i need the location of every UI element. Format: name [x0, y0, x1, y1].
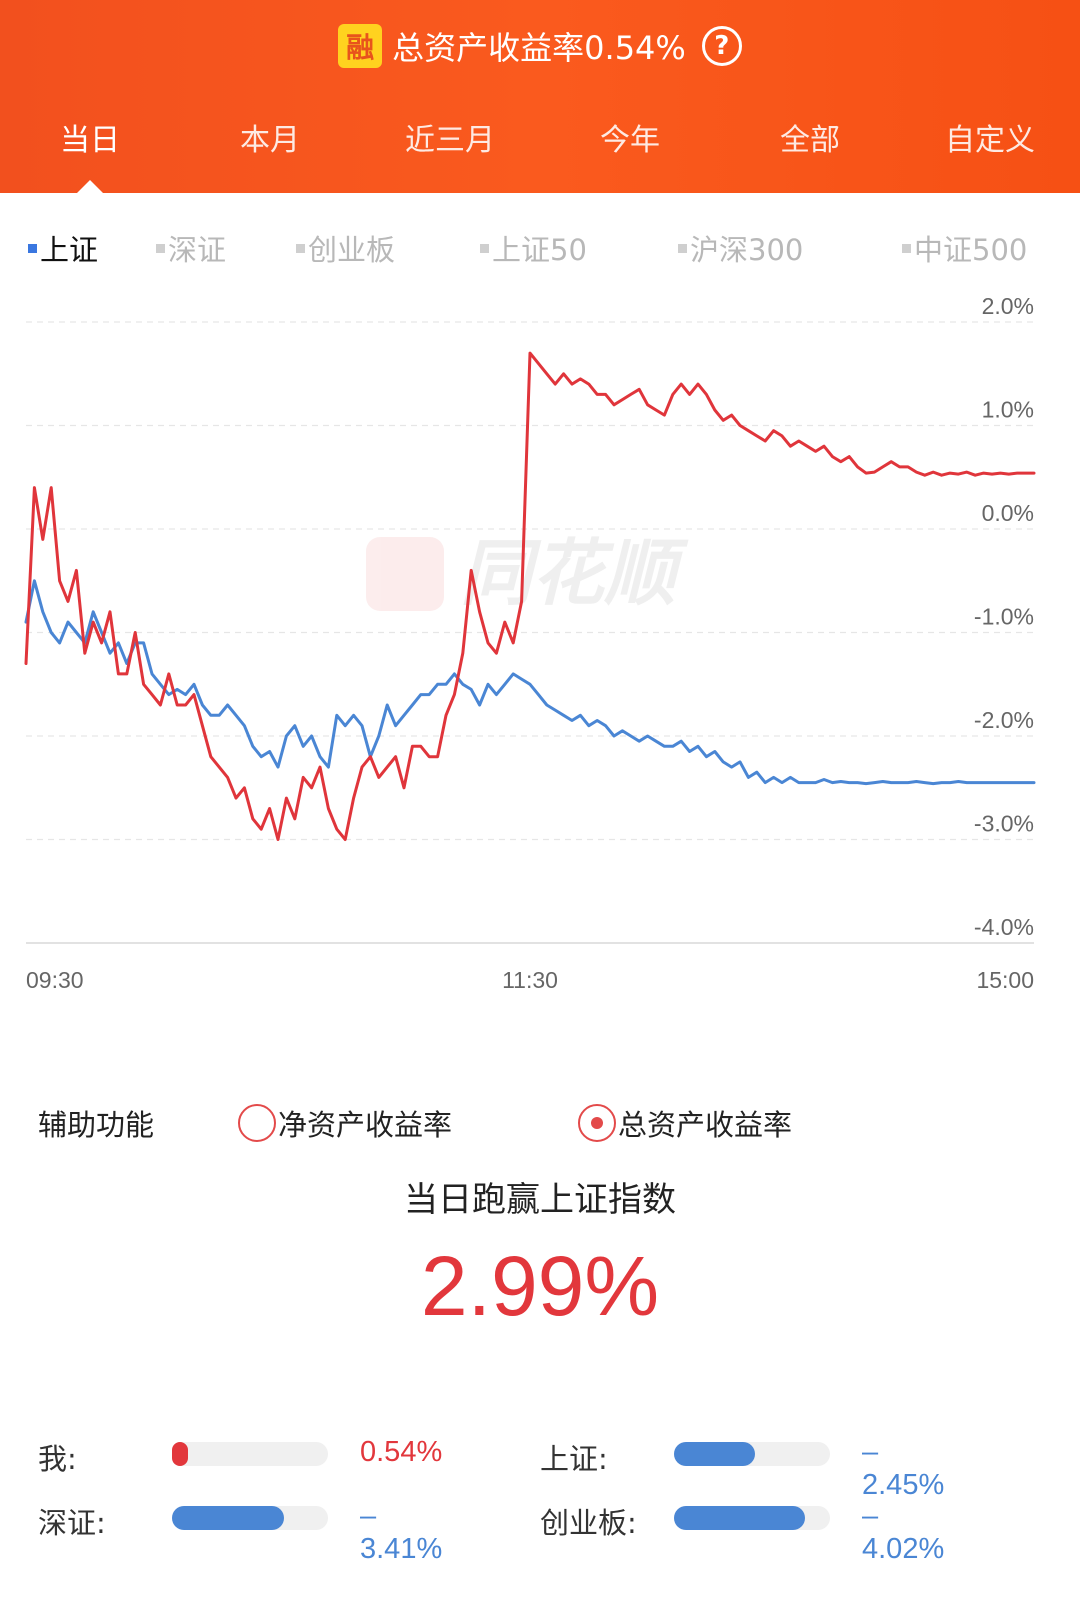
index-selector: 上证 深证 创业板 上证50 沪深300 中证500 [0, 222, 1080, 274]
comparison-bar-track [674, 1442, 830, 1466]
question-circle-icon[interactable]: ? [701, 26, 742, 66]
comparison-bar-fill [674, 1506, 806, 1530]
y-tick-label: -4.0% [974, 914, 1034, 940]
watermark: 同花顺 [366, 531, 689, 615]
y-tick-label: -3.0% [974, 811, 1034, 837]
comparison-value: –2.45% [862, 1436, 945, 1501]
x-tick-label: 15:00 [976, 967, 1034, 993]
index-tab-label: 创业板 [308, 233, 396, 267]
comparison-bar-track [172, 1442, 328, 1466]
index-tab-label: 上证 [40, 233, 99, 267]
return-chart[interactable]: 同花顺 2.0% 1.0% 0.0% -1.0% -2.0% -3.0% -4.0% 09:… [0, 290, 1080, 1020]
beat-index-title: 当日跑赢上证指数 [404, 1180, 676, 1220]
comparison-chinext: 创业板: –4.02% [540, 1496, 960, 1565]
index-tab-label: 深证 [168, 233, 227, 267]
page-title: 总资产收益率0.54% [392, 29, 686, 67]
aux-functions: 辅助功能 净资产收益率 总资产收益率 [0, 1094, 1080, 1148]
index-tab-label: 沪深300 [690, 233, 804, 267]
comparison-shanghai: 上证: –2.45% [540, 1432, 960, 1501]
x-axis-ticks: 09:30 11:30 15:00 [26, 967, 1034, 993]
comparison-label: 深证: [38, 1506, 106, 1540]
y-tick-label: -2.0% [974, 707, 1034, 733]
watermark-logo-icon [366, 537, 444, 611]
radio-label: 总资产收益率 [618, 1108, 793, 1142]
radio-label: 净资产收益率 [278, 1108, 453, 1142]
y-tick-label: -1.0% [974, 604, 1034, 630]
y-tick-label: 1.0% [982, 397, 1034, 423]
chart-series [24, 351, 1036, 841]
x-tick-label: 11:30 [502, 967, 558, 993]
total-asset-return-radio[interactable]: 总资产收益率 [578, 1102, 792, 1144]
period-tabs: 当日 本月 近三月 今年 全部 自定义 [0, 116, 1080, 166]
tab-this-month[interactable]: 本月 [240, 123, 300, 158]
chart-grid [26, 321, 1034, 944]
index-tab-shanghai[interactable]: 上证 [28, 222, 98, 274]
comparison-value: 0.54% [360, 1436, 443, 1468]
index-tab-label: 上证50 [492, 233, 587, 267]
index-tab-label: 中证500 [914, 233, 1028, 267]
comparison-label: 上证: [540, 1442, 608, 1476]
radio-checked-icon [578, 1104, 616, 1142]
comparison-me: 我: 0.54% [38, 1432, 458, 1476]
comparison-bar-fill [172, 1442, 188, 1466]
active-tab-indicator [77, 180, 103, 193]
chart-svg: 同花顺 2.0% 1.0% 0.0% -1.0% -2.0% -3.0% -4.0% 09:… [24, 293, 1036, 993]
y-tick-label: 2.0% [982, 293, 1034, 319]
tab-custom[interactable]: 自定义 [945, 123, 1035, 158]
tab-today[interactable]: 当日 [60, 123, 120, 158]
y-tick-label: 0.0% [982, 500, 1034, 526]
my-return-series-line [24, 351, 1036, 841]
aux-label: 辅助功能 [38, 1108, 155, 1142]
comparison-bar-track [172, 1506, 328, 1530]
beat-index-value: 2.99% [420, 1239, 660, 1333]
index-series-line [24, 579, 1036, 786]
watermark-text: 同花顺 [460, 531, 689, 615]
title-row: 融 总资产收益率0.54% ? [0, 20, 1080, 72]
comparison-label: 创业板: [540, 1506, 637, 1540]
net-asset-return-radio[interactable]: 净资产收益率 [238, 1102, 452, 1144]
index-tab-sse50[interactable]: 上证50 [480, 222, 587, 274]
comparison-bar-track [674, 1506, 830, 1530]
tab-last-three-months[interactable]: 近三月 [405, 123, 495, 158]
x-tick-label: 09:30 [26, 967, 84, 993]
comparison-bar-fill [674, 1442, 756, 1466]
tab-all[interactable]: 全部 [780, 123, 840, 158]
comparison-value: –3.41% [360, 1500, 443, 1565]
index-tab-csi300[interactable]: 沪深300 [678, 222, 803, 274]
comparison-value: –4.02% [862, 1500, 945, 1565]
y-axis-ticks: 2.0% 1.0% 0.0% -1.0% -2.0% -3.0% -4.0% [974, 293, 1034, 940]
comparison-shenzhen: 深证: –3.41% [38, 1496, 458, 1565]
index-tab-csi500[interactable]: 中证500 [902, 222, 1027, 274]
comparison-bar-fill [172, 1506, 285, 1530]
tab-this-year[interactable]: 今年 [600, 123, 660, 158]
index-tab-chinext[interactable]: 创业板 [296, 222, 395, 274]
comparison-label: 我: [38, 1442, 77, 1476]
margin-badge: 融 [338, 24, 383, 68]
index-tab-shenzhen[interactable]: 深证 [156, 222, 226, 274]
header: 融 总资产收益率0.54% ? 当日 本月 近三月 今年 全部 自定义 [0, 0, 1080, 193]
radio-unchecked-icon [238, 1104, 276, 1142]
